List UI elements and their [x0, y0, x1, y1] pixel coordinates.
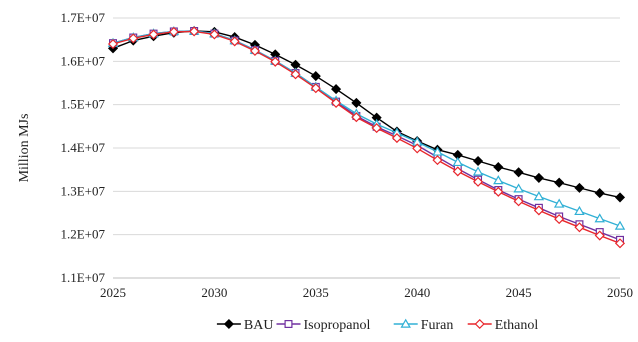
ethanol-point [614, 238, 626, 249]
ethanol-point [209, 29, 220, 40]
series-furan [107, 25, 626, 230]
x-tick-label: 2025 [100, 285, 126, 300]
ethanol-point [249, 45, 261, 56]
furan-point [472, 166, 484, 176]
ethanol-point [310, 83, 321, 94]
ethanol-point [371, 123, 382, 134]
x-tick-label: 2035 [303, 285, 329, 300]
bau-point [554, 177, 565, 188]
ethanol-point [331, 97, 342, 108]
y-tick-label: 1.5E+07 [60, 97, 105, 112]
x-tick-label: 2050 [607, 285, 633, 300]
furan-point [533, 191, 545, 201]
bau-line [112, 30, 621, 199]
ethanol-point [472, 176, 484, 187]
legend-item-isopropanol: Isopropanol [276, 318, 371, 333]
ethanol-point [412, 143, 423, 154]
ethanol-point [189, 26, 200, 37]
ethanol-point [493, 186, 504, 197]
y-axis-label: Million MJs [17, 114, 32, 183]
legend: BAU Isopropanol Furan Ethanol [216, 318, 539, 333]
x-tick-label: 2045 [506, 285, 532, 300]
furan-point [452, 156, 463, 167]
legend-label: Ethanol [495, 318, 539, 333]
grid-lines [113, 17, 620, 279]
legend-label: Furan [421, 318, 454, 333]
furan-point [553, 198, 565, 208]
bau-point [574, 182, 585, 193]
ethanol-point [391, 132, 402, 144]
furan-point [513, 183, 524, 193]
ethanol-point [351, 112, 362, 123]
furan-point [493, 175, 504, 185]
bau-point [594, 188, 605, 199]
series-bau [107, 25, 626, 203]
x-tick-label: 2040 [404, 285, 430, 300]
bau-point [472, 155, 484, 167]
bau-point [533, 172, 544, 183]
bau-point [310, 71, 321, 82]
furan-point [574, 205, 585, 216]
legend-label: BAU [244, 318, 274, 333]
ethanol-point [594, 230, 605, 241]
ethanol-point [452, 166, 463, 177]
ethanol-point [128, 33, 139, 44]
bau-point [493, 162, 504, 173]
legend-item-ethanol: Ethanol [467, 318, 539, 333]
ethanol-point [270, 56, 281, 67]
bau-point [513, 167, 524, 178]
legend-marker [400, 318, 411, 328]
series-isopropanol [108, 27, 624, 244]
legend-label: Isopropanol [304, 318, 371, 333]
y-tick-label: 1.3E+07 [60, 183, 105, 198]
y-tick-label: 1.7E+07 [60, 10, 105, 25]
ethanol-point [574, 222, 585, 233]
legend-item-bau: BAU [216, 318, 274, 333]
axes: Million MJs 1.1E+07 1.2E+07 1.3E+07 1.4E+07… [17, 10, 633, 300]
bau-point [331, 84, 342, 95]
ethanol-point [148, 29, 159, 40]
bau-point [614, 192, 626, 203]
y-tick-label: 1.4E+07 [60, 140, 105, 155]
ethanol-point [554, 214, 565, 225]
series-ethanol [107, 26, 626, 249]
x-tick-label: 2030 [201, 285, 227, 300]
ethanol-point [533, 205, 544, 216]
ethanol-point [513, 196, 524, 207]
ethanol-point [168, 26, 179, 37]
ethanol-point [107, 38, 119, 50]
furan-point [614, 220, 626, 230]
ethanol-point [229, 36, 240, 47]
furan-line [112, 30, 621, 227]
legend-marker [474, 318, 485, 330]
y-tick-label: 1.6E+07 [60, 53, 105, 68]
legend-marker [223, 318, 234, 330]
ethanol-point [290, 69, 301, 80]
isopropanol-line [112, 30, 621, 241]
furan-point [594, 213, 605, 223]
series-lines [107, 25, 626, 249]
bau-point [351, 97, 362, 108]
y-tick-label: 1.1E+07 [60, 270, 105, 285]
legend-item-furan: Furan [393, 318, 454, 333]
furan-point [432, 146, 443, 156]
legend-marker [284, 320, 293, 329]
ethanol-line [112, 30, 621, 244]
ethanol-point [432, 155, 443, 166]
y-tick-label: 1.2E+07 [60, 227, 105, 242]
